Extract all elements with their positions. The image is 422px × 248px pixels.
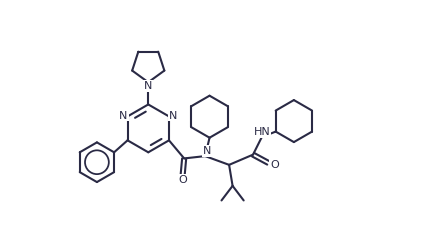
- Text: N: N: [119, 111, 127, 121]
- Text: O: O: [270, 160, 279, 170]
- Text: N: N: [144, 81, 152, 91]
- Text: O: O: [179, 175, 187, 185]
- Text: HN: HN: [253, 127, 270, 137]
- Text: N: N: [169, 111, 177, 121]
- Text: N: N: [203, 146, 211, 156]
